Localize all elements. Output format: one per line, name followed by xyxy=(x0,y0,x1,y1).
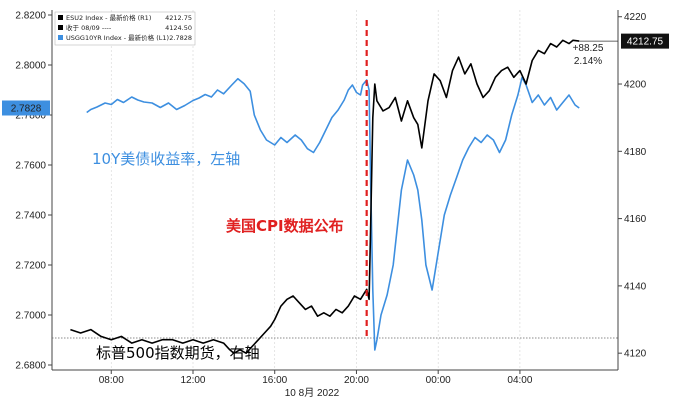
right-tick-label: 4160 xyxy=(624,214,647,225)
annotation-cpi-event: 美国CPI数据公布 xyxy=(226,217,344,235)
annotation-us10y: 10Y美债收益率，左轴 xyxy=(92,150,240,168)
legend-box: ESU2 Index - 最新价格 (R1) 4212.75 收于 08/09 … xyxy=(54,11,196,46)
left-tick-label: 2.7600 xyxy=(15,161,46,172)
left-tick-label: 2.7000 xyxy=(15,311,46,322)
legend-value-us10y: 2.7828 xyxy=(169,34,192,42)
left-tick-label: 2.6800 xyxy=(15,361,46,372)
left-last-value-tag: 2.7828 xyxy=(2,100,50,116)
change-pct-label: 2.14% xyxy=(574,56,602,67)
x-tick-label: 04:00 xyxy=(507,375,532,386)
legend-swatch-esu2 xyxy=(58,15,63,20)
legend-swatch-us10y xyxy=(58,35,63,40)
left-tick-label: 2.8000 xyxy=(15,61,46,72)
change-abs-label: +88.25 xyxy=(573,43,604,54)
right-axis-ticks: 4220 4200 4180 4160 4140 4120 xyxy=(618,12,647,360)
right-tick-label: 4180 xyxy=(624,147,647,158)
legend-label-esu2: ESU2 Index - 最新价格 (R1) xyxy=(66,13,151,22)
right-last-value-tag-text: 4212.75 xyxy=(627,37,664,48)
right-tick-label: 4220 xyxy=(624,12,647,23)
left-tick-label: 2.7400 xyxy=(15,211,46,222)
x-tick-label: 12:00 xyxy=(180,375,205,386)
x-axis-date-label: 10 8月 2022 xyxy=(285,387,340,399)
annotation-esu2: 标普500指数期货，右轴 xyxy=(96,344,260,362)
x-axis-ticks: 08:00 12:00 16:00 20:00 00:00 04:00 xyxy=(99,370,533,386)
right-last-value-tag-bg xyxy=(621,33,669,49)
left-last-value-tag-bg xyxy=(2,100,50,116)
series-line-us10y xyxy=(86,76,580,351)
legend-frame xyxy=(54,11,196,46)
right-tick-label: 4200 xyxy=(624,80,647,91)
legend-value-esu2: 4212.75 xyxy=(165,14,192,22)
left-tick-label: 2.8200 xyxy=(15,11,46,22)
legend-label-us10y: USGG10YR Index - 最新价格 (L1) xyxy=(66,33,169,42)
right-tick-label: 4140 xyxy=(624,281,647,292)
legend-swatch-prev-close xyxy=(58,25,63,30)
x-tick-label: 08:00 xyxy=(99,375,124,386)
left-last-value-tag-text: 2.7828 xyxy=(11,104,42,115)
x-tick-label: 20:00 xyxy=(344,375,369,386)
x-tick-label: 16:00 xyxy=(262,375,287,386)
right-last-value-tag: 4212.75 xyxy=(621,33,669,49)
left-axis-ticks: 2.8200 2.8000 2.7800 2.7600 2.7400 2.7200 2.70… xyxy=(15,11,52,372)
legend-label-prev-close: 收于 08/09 ---- xyxy=(66,23,112,32)
series-line-esu2 xyxy=(70,39,580,354)
gridlines xyxy=(110,10,521,370)
left-tick-label: 2.7800 xyxy=(15,111,46,122)
left-tick-label: 2.7200 xyxy=(15,261,46,272)
legend-value-prev-close: 4124.50 xyxy=(165,24,192,32)
right-tick-label: 4120 xyxy=(624,349,647,360)
x-tick-label: 00:00 xyxy=(426,375,451,386)
